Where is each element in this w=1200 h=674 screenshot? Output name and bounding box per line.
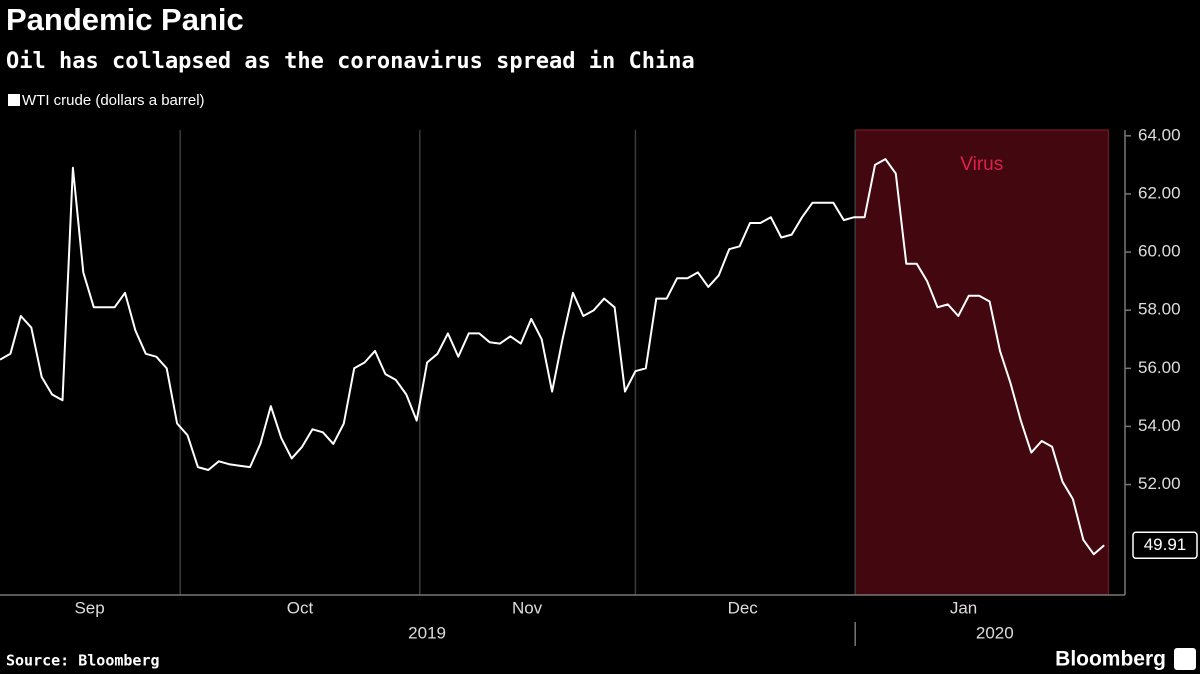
shade-region [854,129,1109,596]
y-tick-label: 54.00 [1138,416,1181,435]
y-tick-label: 64.00 [1138,125,1181,144]
end-label-box [1132,531,1198,560]
x-tick-label: Dec [728,598,759,617]
year-label: 2020 [976,623,1014,642]
y-tick-label: 58.00 [1138,300,1181,319]
x-tick-label: Sep [74,598,104,617]
y-tick-label: 60.00 [1138,242,1181,261]
x-tick-label: Jan [950,598,977,617]
year-label: 2019 [408,623,446,642]
source: Source: Bloomberg [6,652,160,670]
end-label: 49.91 [1144,535,1187,554]
y-tick-label: 62.00 [1138,183,1181,202]
chart-subtitle: Oil has collapsed as the coronavirus spr… [6,49,695,74]
legend-swatch [8,94,20,106]
y-tick-label: 52.00 [1138,474,1181,493]
legend-label: WTI crude (dollars a barrel) [22,92,205,109]
brand-icon [1174,648,1196,670]
chart-title: Pandemic Panic [6,2,244,37]
series-line [0,158,1105,556]
brand: Bloomberg [1055,648,1166,671]
x-tick-label: Nov [512,598,543,617]
x-tick-label: Oct [287,598,314,617]
shade-label: Virus [960,154,1003,175]
y-tick-label: 56.00 [1138,358,1181,377]
